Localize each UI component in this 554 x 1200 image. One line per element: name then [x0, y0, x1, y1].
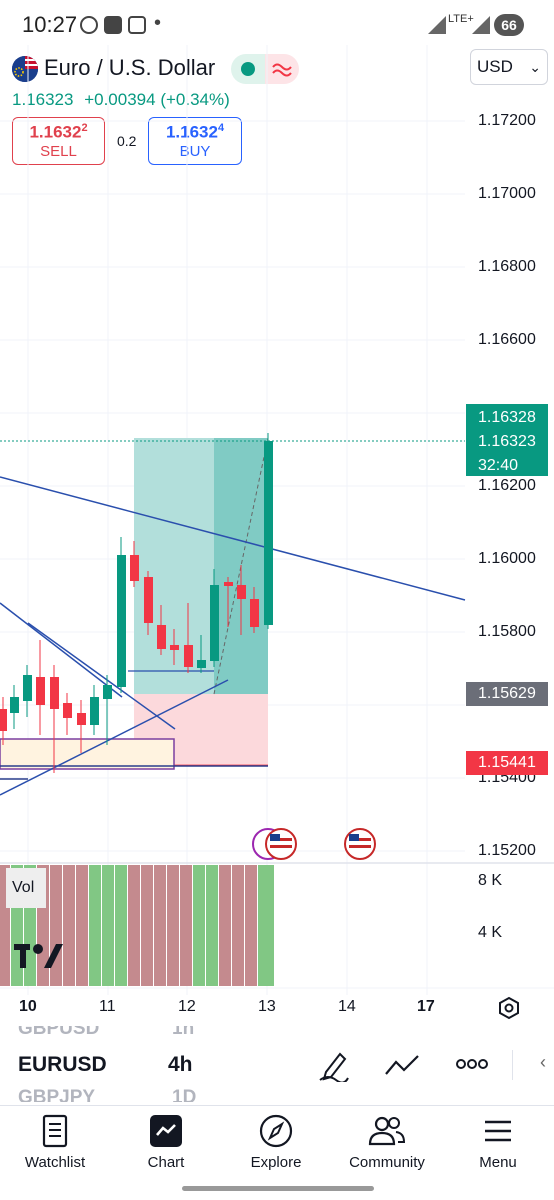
nav-menu[interactable]: Menu [443, 1114, 553, 1171]
watchlist-icon [42, 1114, 68, 1148]
time-axis-label: 17 [417, 998, 435, 1015]
signal-icon-2 [472, 16, 490, 34]
volume-label[interactable]: Vol [6, 868, 46, 908]
price-summary: 1.16323 +0.00394 (+0.34%) [12, 90, 230, 110]
price-chart[interactable] [0, 45, 554, 1035]
trend-line-channel[interactable] [27, 622, 176, 730]
price-change-percent: (+0.34%) [160, 90, 230, 109]
symbol-strip: GBPUSD 1h EURUSD 4h GBPJPY 1D ‹ [0, 1026, 554, 1102]
eur-flag-icon [12, 56, 38, 82]
menu-icon [485, 1120, 511, 1142]
nav-label: Community [349, 1154, 425, 1171]
time-axis-label: 14 [338, 998, 356, 1015]
target-price: 1.16328 [478, 409, 536, 426]
time-axis-label: 10 [19, 998, 37, 1015]
demand-zone[interactable] [0, 738, 175, 770]
volume-axis-label: 4 K [478, 924, 503, 941]
current-price-tag: 1.16328 1.16323 32:40 [466, 404, 548, 476]
entry-price-tag: 1.15629 [466, 682, 548, 706]
price-axis-label: 1.16200 [478, 477, 536, 494]
youtube-icon [104, 16, 122, 34]
screenshot-icon [128, 16, 146, 34]
price-axis-label: 1.17000 [478, 185, 536, 202]
nav-label: Explore [250, 1154, 302, 1171]
sell-label: SELL [40, 142, 77, 160]
market-open-dot [241, 62, 255, 76]
nav-community[interactable]: Community [332, 1114, 442, 1171]
whatsapp-icon [80, 16, 98, 34]
chart-icon [150, 1115, 182, 1147]
price-axis-label: 1.15200 [478, 842, 536, 859]
trend-line-support[interactable] [0, 679, 229, 796]
bottom-nav: Watchlist Chart Explore Community Menu [0, 1105, 554, 1185]
position-path [213, 437, 269, 695]
nav-label: Menu [479, 1154, 517, 1171]
sell-price: 1.16322 [29, 122, 88, 142]
price-axis-label: 1.17200 [478, 112, 536, 129]
community-icon [368, 1116, 406, 1146]
time-axis-label: 12 [178, 998, 196, 1015]
currency-value: USD [477, 57, 513, 76]
time-axis-label: 13 [258, 998, 276, 1015]
trend-line-resistance[interactable] [0, 476, 466, 601]
network-type: LTE+ [448, 13, 474, 25]
spread-value: 0.2 [117, 133, 137, 149]
nav-watchlist[interactable]: Watchlist [0, 1114, 110, 1171]
price-change: +0.00394 [84, 90, 156, 109]
home-indicator[interactable] [182, 1186, 374, 1191]
collapse-icon[interactable]: ‹ [540, 1052, 546, 1072]
nav-explore[interactable]: Explore [221, 1114, 331, 1171]
prev-symbol[interactable]: GBPUSD [18, 1026, 100, 1039]
time-axis-label: 11 [99, 998, 116, 1015]
nav-label: Chart [147, 1154, 185, 1171]
more-icon[interactable] [456, 1058, 488, 1070]
chevron-down-icon: ⌄ [529, 59, 541, 75]
prev-interval[interactable]: 1h [172, 1026, 195, 1039]
status-bar: 10:27 • LTE+ 66 [0, 0, 554, 50]
nav-chart[interactable]: Chart [111, 1114, 221, 1171]
draw-pen-icon[interactable] [318, 1048, 350, 1082]
last-price: 1.16323 [12, 90, 74, 109]
trend-line-icon[interactable] [384, 1052, 420, 1078]
signal-icon [428, 16, 446, 34]
bar-countdown: 32:40 [478, 457, 519, 474]
sell-button[interactable]: 1.16322 SELL [12, 117, 105, 165]
candlesticks[interactable] [0, 433, 273, 773]
market-status[interactable] [231, 54, 299, 84]
stop-price-tag: 1.15441 [466, 751, 548, 775]
next-interval[interactable]: 1D [172, 1087, 197, 1102]
wave-icon [272, 63, 292, 77]
price-axis-label: 1.15800 [478, 623, 536, 640]
price-axis-label: 1.16600 [478, 331, 536, 348]
price-axis-label: 1.16800 [478, 258, 536, 275]
compass-icon [259, 1114, 293, 1148]
notification-dot: • [154, 12, 162, 34]
current-interval[interactable]: 4h [168, 1053, 193, 1076]
economic-events[interactable] [252, 828, 376, 860]
current-symbol[interactable]: EURUSD [18, 1053, 107, 1076]
currency-select[interactable]: USD ⌄ [470, 49, 548, 85]
next-symbol[interactable]: GBPJPY [18, 1087, 96, 1102]
tradingview-logo [14, 944, 63, 968]
trend-line-left[interactable] [0, 602, 123, 698]
nav-label: Watchlist [24, 1154, 86, 1171]
chart-settings-icon[interactable] [496, 995, 522, 1021]
price-axis-label: 1.16000 [478, 550, 536, 567]
status-time: 10:27 [22, 12, 78, 37]
volume-bars [0, 865, 274, 986]
current-price: 1.16323 [478, 433, 536, 450]
volume-axis-label: 8 K [478, 872, 503, 889]
buy-price: 1.16324 [165, 122, 225, 142]
battery-indicator: 66 [494, 14, 524, 36]
